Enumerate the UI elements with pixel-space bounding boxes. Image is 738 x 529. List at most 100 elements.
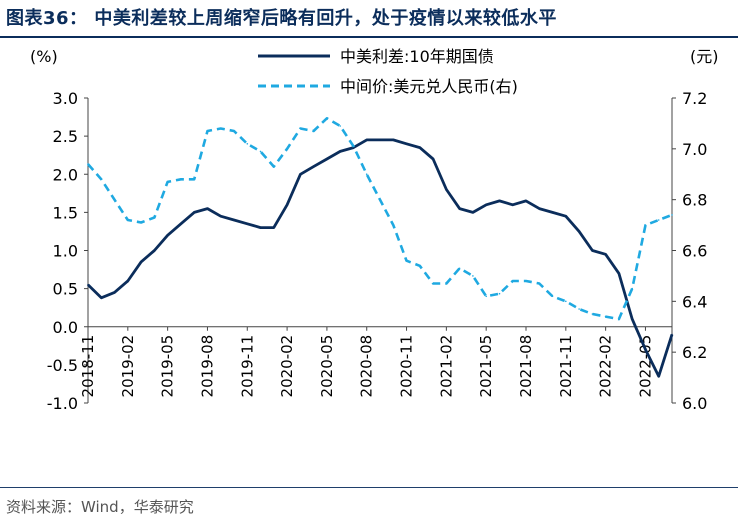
x-tick-label: 2020-11 <box>398 335 416 398</box>
line-chart: (%) (元) 3.0 2.5 2.0 1.5 1.0 0.5 0.0 -0.5 -1.0 7.2… <box>30 47 719 413</box>
chart-title: 图表36： 中美利差较上周缩窄后略有回升，处于疫情以来较低水平 <box>6 8 557 29</box>
x-tick-label: 2020-05 <box>318 335 336 398</box>
x-tick-label: 2020-08 <box>358 335 376 398</box>
data-point <box>87 284 89 286</box>
data-point <box>631 287 633 290</box>
data-point <box>259 150 262 153</box>
right-tick-label: 6.4 <box>682 292 707 311</box>
right-tick-label: 7.0 <box>682 140 707 159</box>
data-point <box>618 272 620 275</box>
data-point <box>657 219 660 221</box>
data-point <box>445 282 448 285</box>
x-tick-label: 2021-05 <box>477 335 495 398</box>
data-point <box>392 224 395 226</box>
data-point <box>87 163 89 165</box>
data-point <box>352 145 355 148</box>
series-group <box>87 117 674 378</box>
data-point <box>193 211 195 214</box>
data-point <box>604 253 607 256</box>
left-tick-label: -1.0 <box>47 394 78 413</box>
data-point <box>498 200 501 202</box>
data-point <box>140 221 142 224</box>
data-point <box>432 158 434 160</box>
source-note: 资料来源：Wind，华泰研究 <box>6 498 194 516</box>
x-tick-label: 2021-02 <box>437 335 455 398</box>
left-axis-unit: (%) <box>30 47 58 66</box>
data-point <box>206 130 209 132</box>
axes: 3.0 2.5 2.0 1.5 1.0 0.5 0.0 -0.5 -1.0 7.2 7.0 6.8 6.… <box>47 89 708 413</box>
data-point <box>671 214 673 216</box>
data-point <box>127 280 129 282</box>
left-tick-label: 2.5 <box>53 127 78 146</box>
legend-label: 中美利差:10年期国债 <box>340 47 494 66</box>
left-tick-label: 1.0 <box>53 242 78 261</box>
x-tick-label: 2019-11 <box>238 335 256 398</box>
x-tick-label: 2018-11 <box>79 335 97 398</box>
data-point <box>405 143 408 145</box>
data-point <box>286 148 288 150</box>
data-point <box>419 146 421 149</box>
data-point <box>525 280 527 282</box>
data-point <box>339 125 342 127</box>
data-point <box>511 280 514 282</box>
data-point <box>618 318 620 320</box>
data-point <box>485 295 488 298</box>
data-point <box>604 315 607 318</box>
data-point <box>551 295 554 298</box>
left-tick-label: 0.0 <box>53 318 78 337</box>
x-tick-label: 2022-02 <box>597 335 615 398</box>
data-point <box>299 127 302 130</box>
data-point <box>458 267 461 270</box>
data-point <box>166 234 169 237</box>
left-tick-label: -0.5 <box>47 356 78 375</box>
data-point <box>299 173 302 176</box>
data-point <box>578 308 580 310</box>
data-point <box>219 127 222 130</box>
data-point <box>286 204 288 206</box>
data-point <box>538 282 541 285</box>
data-point <box>312 165 315 168</box>
x-tick-label: 2020-02 <box>278 335 296 398</box>
data-point <box>246 143 249 145</box>
legend-label: 中间价:美元兑人民币(右) <box>340 77 518 96</box>
data-point <box>458 207 461 210</box>
left-tick-label: 2.0 <box>53 165 78 184</box>
x-tick-label: 2019-05 <box>159 335 177 398</box>
data-point <box>445 188 448 191</box>
data-point <box>326 158 328 160</box>
data-point <box>365 173 368 175</box>
x-tick-label: 2022-05 <box>636 335 654 398</box>
data-point <box>538 207 541 210</box>
data-point <box>432 282 434 285</box>
title-rule <box>0 36 738 38</box>
data-point <box>472 211 474 214</box>
data-point <box>631 318 633 320</box>
right-tick-label: 6.8 <box>682 191 707 210</box>
data-point <box>405 259 408 262</box>
series-line-2 <box>87 117 673 321</box>
data-point <box>180 178 182 181</box>
data-point <box>565 215 567 217</box>
data-point <box>153 249 156 252</box>
right-tick-label: 6.6 <box>682 242 707 261</box>
data-point <box>113 198 116 201</box>
data-point <box>365 139 368 141</box>
data-point <box>326 117 328 120</box>
data-point <box>233 219 235 221</box>
data-point <box>498 292 501 295</box>
x-tick-label: 2021-08 <box>517 335 535 398</box>
right-axis-unit: (元) <box>690 47 719 66</box>
x-tick-label: 2021-11 <box>557 335 575 398</box>
x-tick-label: 2019-02 <box>119 335 137 398</box>
right-tick-label: 6.0 <box>682 394 707 413</box>
data-point <box>671 333 673 336</box>
right-tick-label: 6.2 <box>682 343 707 362</box>
source-rule <box>0 487 738 488</box>
data-point <box>100 297 103 299</box>
data-point <box>140 261 142 263</box>
data-point <box>591 313 594 315</box>
data-point <box>591 249 594 252</box>
data-point <box>644 348 647 351</box>
data-point <box>153 216 156 219</box>
